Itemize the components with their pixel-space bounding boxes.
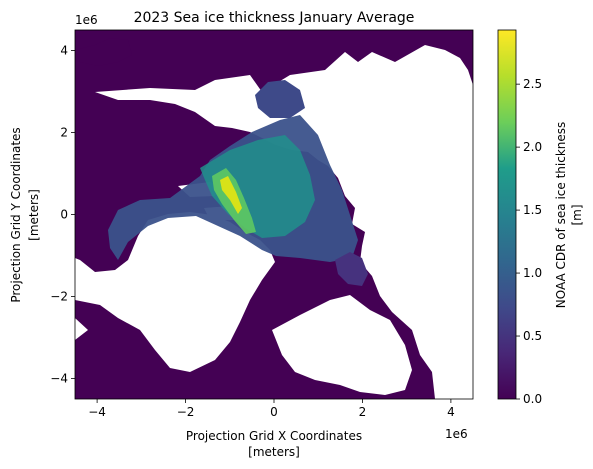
y-axis-ticks: −4 −2 0 2 4 [50,44,75,386]
x-tick-label: −2 [177,405,195,419]
land-southeast [272,295,412,395]
colorbar-tick-label: 2.5 [523,77,542,91]
x-axis-label-units: [meters] [248,445,300,459]
y-axis-label-units: [meters] [27,189,41,241]
colorbar-tick-label: 1.5 [523,203,542,217]
colorbar-tick-label: 0.5 [523,329,542,343]
ice-layer [108,80,368,286]
ice-zone-thickest [220,176,242,214]
chart-title: 2023 Sea ice thickness January Average [134,10,415,26]
land-inner-white [146,238,266,332]
ice-pacific-fringe [255,80,305,118]
y-axis-label: Projection Grid Y Coordinates [9,127,23,302]
x-offset-label: 1e6 [445,427,468,441]
y-tick-label: −2 [50,290,68,304]
x-axis-label: Projection Grid X Coordinates [186,429,362,443]
plot-area [75,30,473,399]
y-offset-label: 1e6 [75,13,98,27]
land-greenland-north [75,38,132,66]
x-tick-label: 0 [270,405,278,419]
x-tick-label: 2 [359,405,367,419]
ice-baffin [335,252,368,286]
y-tick-label: 2 [60,126,68,140]
y-tick-label: 4 [60,44,68,58]
colorbar-tick-label: 2.0 [523,140,542,154]
colorbar-ticks: 0.0 0.5 1.0 1.5 2.0 2.5 [516,77,542,406]
y-tick-label: −4 [50,372,68,386]
colorbar-label: NOAA CDR of sea ice thickness [554,122,568,309]
x-tick-label: 4 [447,405,455,419]
land-north-america [95,45,473,399]
x-tick-label: −4 [88,405,106,419]
land-lower-left-edge [75,318,88,340]
colorbar-tick-label: 1.0 [523,266,542,280]
colorbar-tick-label: 0.0 [523,392,542,406]
colorbar-label-units: [m] [570,204,584,225]
y-tick-label: 0 [60,208,68,222]
colorbar [497,29,517,400]
x-axis-ticks: −4 −2 0 2 4 [88,399,455,419]
